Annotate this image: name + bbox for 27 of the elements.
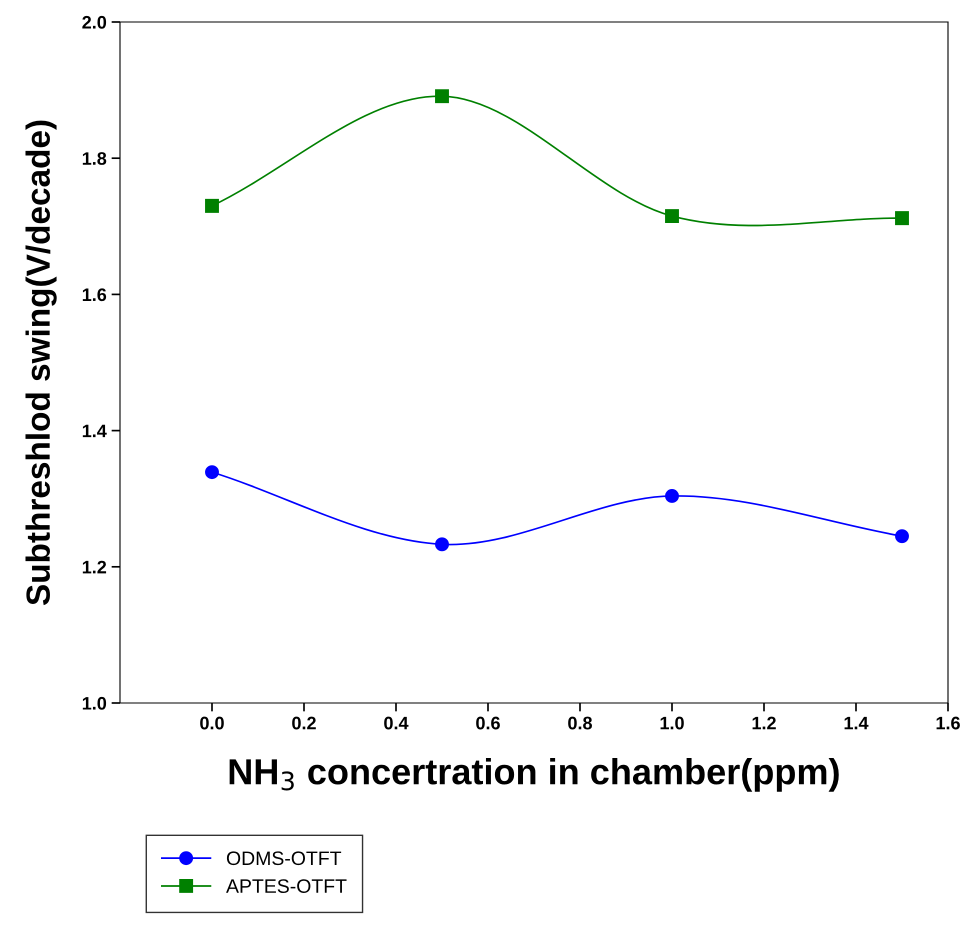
- y-tick-label: 1.4: [82, 424, 107, 438]
- x-tick-label: 0.2: [292, 716, 316, 730]
- point: [205, 198, 219, 213]
- y-tick-label: 2.0: [82, 16, 106, 29]
- point: [665, 209, 679, 224]
- y-axis-title: Subthreshlod swing(V/decade): [25, 120, 57, 606]
- point: [895, 211, 909, 226]
- x-tick-label: 0.8: [568, 716, 592, 730]
- y-tick-label: 1.6: [82, 288, 106, 302]
- x-axis-title: NH$_{3}$ concertration in chamber(ppm): [230, 758, 839, 792]
- y-tick-label: 1.8: [82, 152, 106, 165]
- point: [435, 89, 449, 104]
- x-tick-label: 0.4: [384, 716, 408, 730]
- x-tick-label: 1.2: [752, 716, 776, 730]
- x-tick-label: 0.0: [200, 716, 224, 730]
- point: [895, 529, 909, 544]
- x-tick-label: 1.0: [660, 716, 684, 730]
- y-tick-label: 1.2: [82, 560, 106, 574]
- legend-label: ODMS-OTFT: [226, 851, 342, 866]
- point: [205, 465, 219, 480]
- point: [435, 537, 449, 552]
- y-tick-label: 1.0: [82, 696, 106, 710]
- x-tick-label: 0.6: [476, 716, 500, 730]
- legend-label: APTES-OTFT: [226, 879, 347, 893]
- x-tick-label: 1.4: [844, 716, 868, 730]
- x-tick-label: 1.6: [936, 716, 960, 730]
- point: [665, 489, 679, 503]
